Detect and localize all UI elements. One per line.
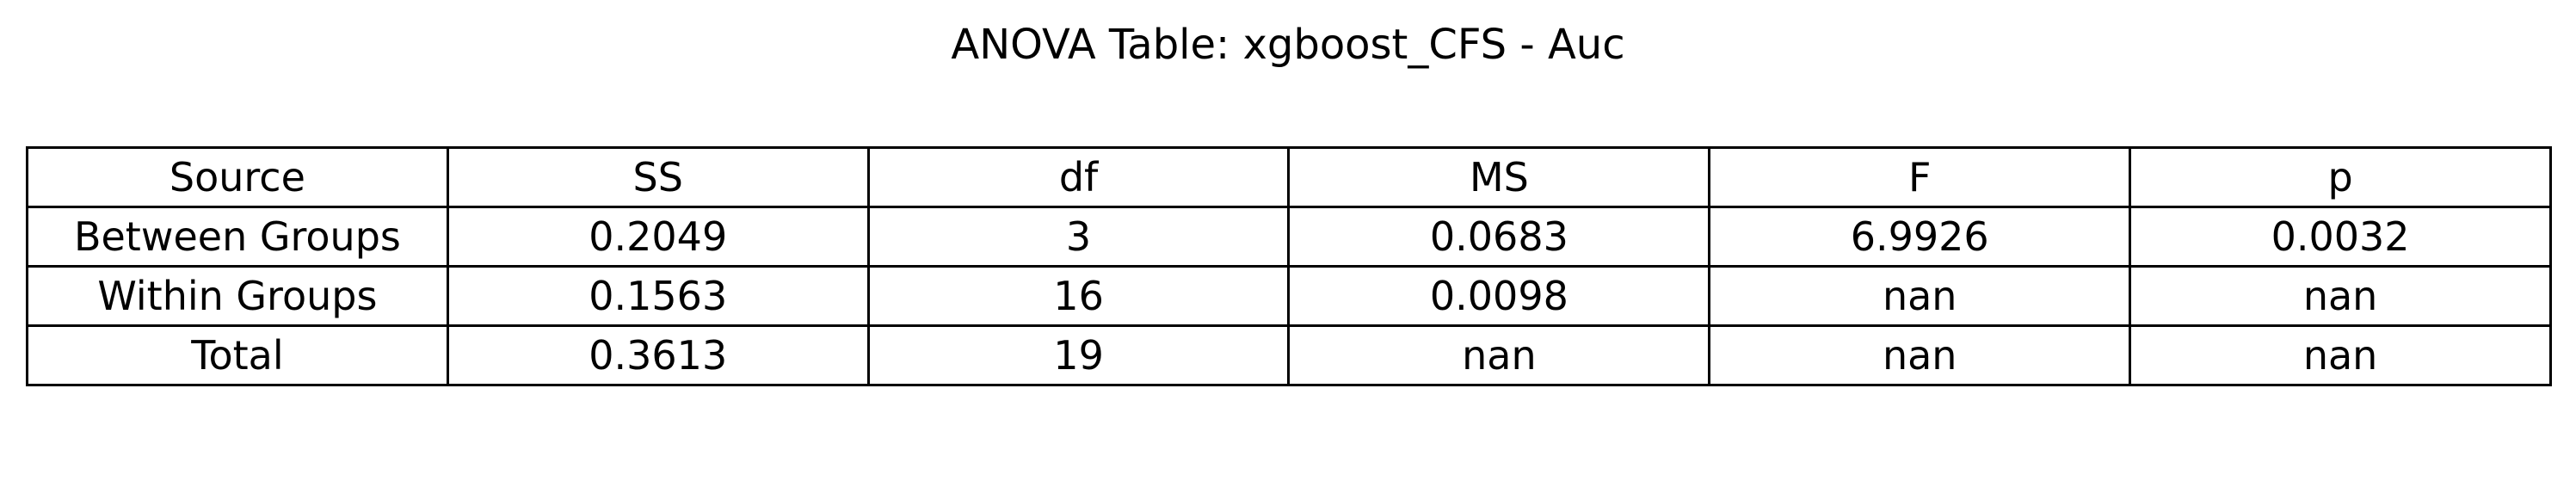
table-cell: nan [2129,265,2552,327]
table-cell: nan [1708,265,2132,327]
table-header-row: Source SS df MS F p [26,146,2552,208]
table-cell: Total [26,324,449,386]
table-cell: Between Groups [26,206,449,268]
header-cell-df: df [866,146,1291,208]
table-row-within-groups: Within Groups 0.1563 16 0.0098 nan nan [26,265,2552,327]
table-cell: 0.2049 [446,206,870,268]
table-cell: 0.0032 [2129,206,2552,268]
header-cell-p: p [2129,146,2552,208]
table-cell: 0.0683 [1287,206,1711,268]
header-cell-source: Source [26,146,449,208]
table-row-total: Total 0.3613 19 nan nan nan [26,324,2552,386]
table-cell: 16 [866,265,1291,327]
table-cell: 3 [866,206,1291,268]
table-cell: 0.0098 [1287,265,1711,327]
table-cell: nan [1287,324,1711,386]
header-cell-f: F [1708,146,2132,208]
header-cell-ss: SS [446,146,870,208]
table-cell: 6.9926 [1708,206,2132,268]
table-cell: 0.1563 [446,265,870,327]
table-row-between-groups: Between Groups 0.2049 3 0.0683 6.9926 0.… [26,206,2552,268]
header-cell-ms: MS [1287,146,1711,208]
table-cell: 19 [866,324,1291,386]
table-cell: Within Groups [26,265,449,327]
table-cell: nan [1708,324,2132,386]
table-cell: 0.3613 [446,324,870,386]
table-cell: nan [2129,324,2552,386]
anova-table: Source SS df MS F p Between Groups 0.204… [26,146,2552,386]
chart-title: ANOVA Table: xgboost_CFS - Auc [951,21,1625,69]
